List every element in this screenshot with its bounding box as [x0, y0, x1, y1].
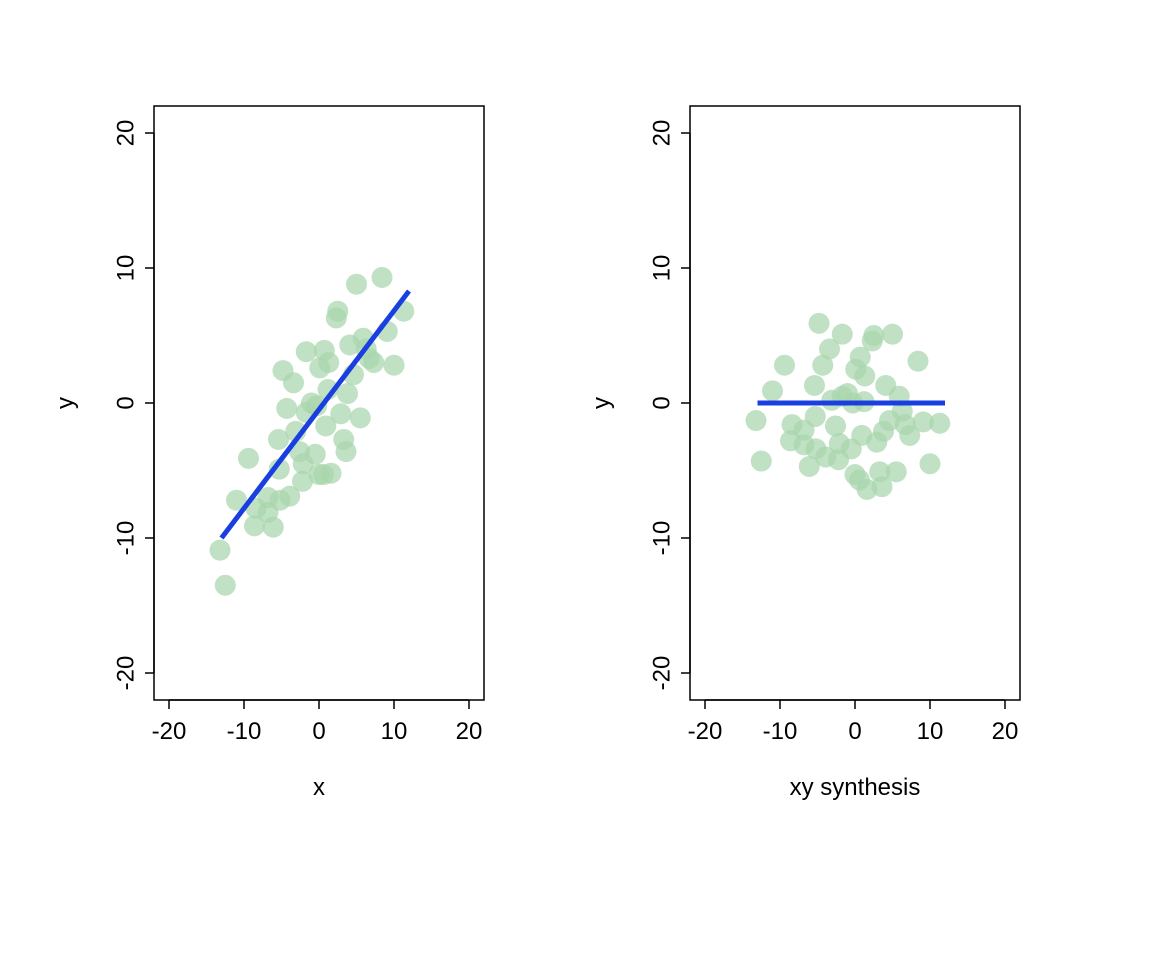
scatter-point — [337, 383, 358, 404]
scatter-point — [372, 267, 393, 288]
y-tick-label: 20 — [112, 120, 139, 147]
scatter-point — [774, 355, 795, 376]
scatter-point — [805, 406, 826, 427]
y-tick-label: -10 — [112, 521, 139, 556]
scatter-point — [751, 451, 772, 472]
scatter-point — [825, 415, 846, 436]
y-tick-label: -20 — [112, 656, 139, 691]
x-tick-label: -10 — [227, 718, 262, 745]
y-tick-label: 20 — [648, 120, 675, 147]
scatter-point — [882, 324, 903, 345]
scatter-point — [832, 324, 853, 345]
scatter-panel-figure: -20 -10 0 10 20 -20 -10 0 10 20 x y -20 -10 0 10 20 -20 -1… — [0, 0, 1152, 960]
trend-line — [222, 291, 410, 538]
scatter-point — [363, 352, 384, 373]
x-tick-label: -20 — [688, 718, 723, 745]
scatter-point — [809, 313, 830, 334]
panel-0: -20 -10 0 10 20 -20 -10 0 10 20 x y — [52, 106, 484, 801]
scatter-point — [350, 407, 371, 428]
scatter-point — [263, 517, 284, 538]
y-tick-label: 0 — [112, 396, 139, 409]
scatter-point — [863, 325, 884, 346]
scatter-point — [746, 410, 767, 431]
x-tick-label: -20 — [152, 718, 187, 745]
x-tick-label: 20 — [456, 718, 483, 745]
scatter-point — [384, 355, 405, 376]
scatter-point — [336, 441, 357, 462]
y-tick-label: 0 — [648, 396, 675, 409]
scatter-points — [210, 267, 415, 596]
x-tick-label: 10 — [381, 718, 408, 745]
scatter-point — [346, 274, 367, 295]
scatter-point — [929, 413, 950, 434]
scatter-point — [321, 463, 342, 484]
x-axis-label: xy synthesis — [790, 774, 921, 801]
x-axis-label: x — [313, 774, 325, 801]
scatter-point — [318, 352, 339, 373]
scatter-point — [908, 351, 929, 372]
scatter-point — [330, 403, 351, 424]
scatter-point — [305, 444, 326, 465]
scatter-point — [296, 341, 317, 362]
scatter-point — [215, 575, 236, 596]
scatter-point — [327, 301, 348, 322]
x-tick-label: 0 — [312, 718, 325, 745]
y-tick-label: 10 — [648, 255, 675, 282]
y-axis-label: y — [52, 397, 79, 409]
y-tick-label: -20 — [648, 656, 675, 691]
x-tick-label: -10 — [763, 718, 798, 745]
scatter-point — [762, 380, 783, 401]
scatter-point — [276, 398, 297, 419]
scatter-point — [804, 375, 825, 396]
y-tick-label: 10 — [112, 255, 139, 282]
scatter-point — [920, 453, 941, 474]
scatter-point — [854, 366, 875, 387]
x-tick-label: 20 — [992, 718, 1019, 745]
panel-1: -20 -10 0 10 20 -20 -10 0 10 20 xy synthesis y — [588, 106, 1020, 801]
y-tick-label: -10 — [648, 521, 675, 556]
scatter-point — [210, 540, 231, 561]
scatter-point — [238, 448, 259, 469]
y-axis-label: y — [588, 397, 615, 409]
scatter-point — [283, 372, 304, 393]
x-tick-label: 0 — [848, 718, 861, 745]
x-tick-label: 10 — [917, 718, 944, 745]
scatter-points — [746, 313, 951, 500]
scatter-point — [886, 461, 907, 482]
